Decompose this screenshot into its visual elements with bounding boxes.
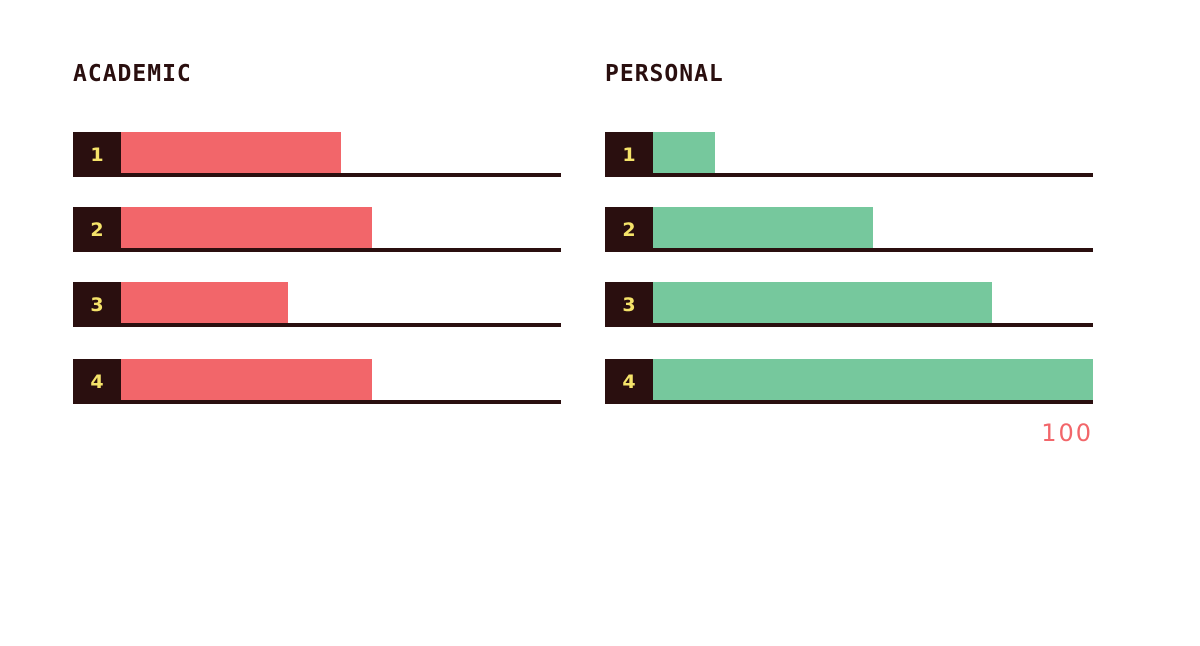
bar-index-label: 2	[605, 207, 653, 252]
personal-bar-row: 4	[605, 359, 1093, 404]
bar-baseline	[73, 400, 561, 404]
bar-track	[653, 282, 1093, 323]
bar-index-label: 3	[605, 282, 653, 327]
bar-index-label: 4	[73, 359, 121, 404]
bar-baseline	[73, 248, 561, 252]
bar-baseline	[73, 173, 561, 177]
bar-track	[653, 359, 1093, 400]
bar-baseline	[605, 248, 1093, 252]
personal-bar-row: 2	[605, 207, 1093, 252]
bar-index-label: 4	[605, 359, 653, 404]
academic-bar-3	[121, 282, 288, 323]
bar-track	[653, 207, 1093, 248]
academic-chart-title: ACADEMIC	[73, 61, 192, 87]
academic-bar-row: 1	[73, 132, 561, 177]
personal-bar-row: 1	[605, 132, 1093, 177]
personal-bar-4	[653, 359, 1093, 400]
academic-bar-row: 3	[73, 282, 561, 327]
personal-bar-3	[653, 282, 992, 323]
bar-index-label: 3	[73, 282, 121, 327]
academic-chart: ACADEMIC 1 2 3 4	[73, 0, 561, 460]
academic-bar-2	[121, 207, 372, 248]
academic-bar-1	[121, 132, 341, 173]
personal-chart-title: PERSONAL	[605, 61, 724, 87]
bar-index-label: 2	[73, 207, 121, 252]
bar-baseline	[73, 323, 561, 327]
bar-index-label: 1	[73, 132, 121, 177]
bar-baseline	[605, 400, 1093, 404]
bar-index-label: 1	[605, 132, 653, 177]
bar-baseline	[605, 323, 1093, 327]
bar-track	[121, 359, 561, 400]
academic-bar-row: 2	[73, 207, 561, 252]
bar-track	[121, 282, 561, 323]
personal-bar-row: 3	[605, 282, 1093, 327]
bar-track	[121, 132, 561, 173]
bar-track	[653, 132, 1093, 173]
scale-max-label: 100	[1041, 419, 1093, 447]
academic-bar-4	[121, 359, 372, 400]
academic-bar-row: 4	[73, 359, 561, 404]
personal-bar-1	[653, 132, 715, 173]
personal-bar-2	[653, 207, 873, 248]
bar-track	[121, 207, 561, 248]
personal-chart: PERSONAL 1 2 3 4 100	[605, 0, 1093, 460]
bar-baseline	[605, 173, 1093, 177]
